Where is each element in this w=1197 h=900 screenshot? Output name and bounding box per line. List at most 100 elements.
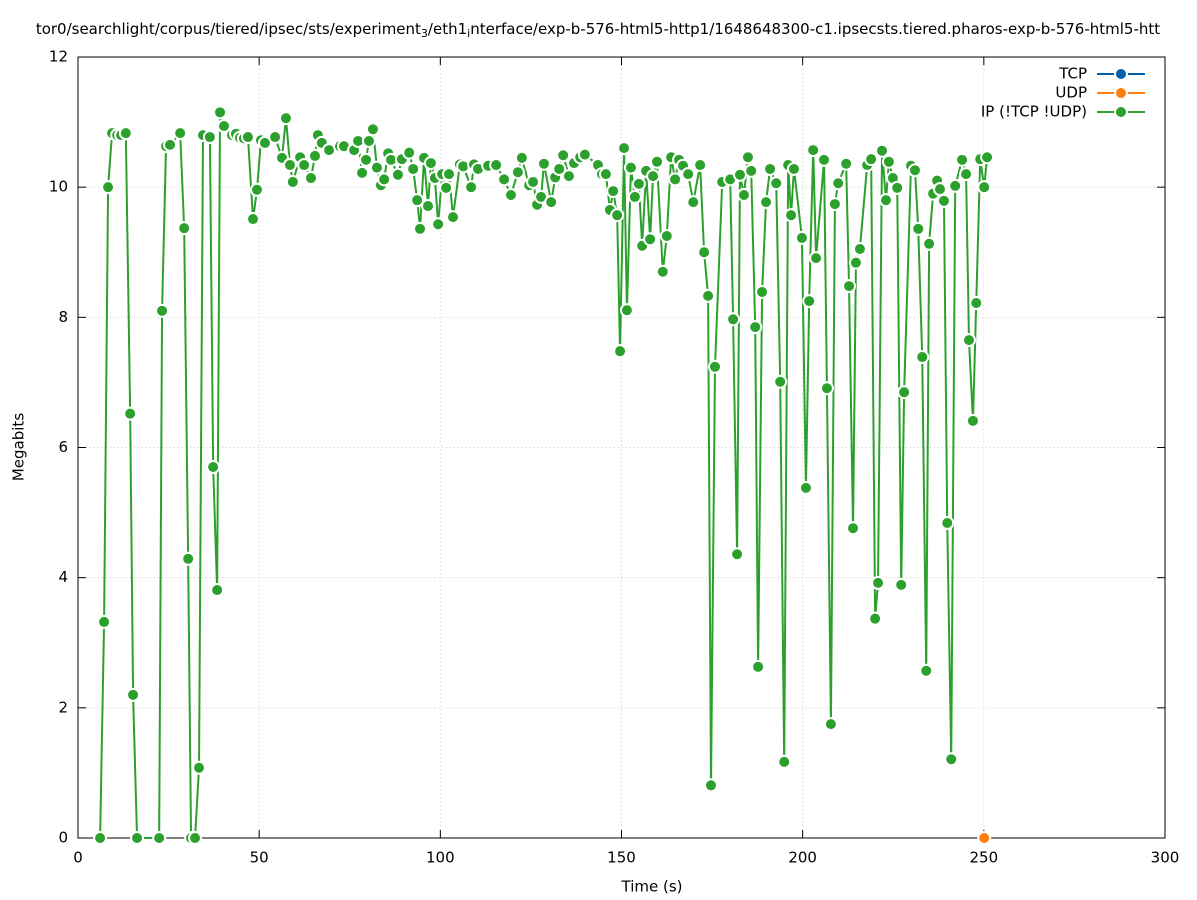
point xyxy=(544,195,559,210)
point xyxy=(413,221,428,236)
point xyxy=(307,148,322,163)
point xyxy=(552,161,567,176)
point xyxy=(936,193,951,208)
point xyxy=(155,303,170,318)
point xyxy=(755,284,770,299)
point xyxy=(965,413,980,428)
point xyxy=(623,160,638,175)
point xyxy=(726,312,741,327)
point xyxy=(922,236,937,251)
point xyxy=(980,150,995,165)
point xyxy=(617,141,632,156)
point xyxy=(101,180,116,195)
point xyxy=(871,575,886,590)
point xyxy=(369,160,384,175)
point xyxy=(377,172,392,187)
point xyxy=(827,197,842,212)
point xyxy=(598,167,613,182)
point xyxy=(794,230,809,245)
legend-marker xyxy=(1114,67,1128,81)
point xyxy=(802,294,817,309)
point xyxy=(650,154,665,169)
point xyxy=(577,147,592,162)
point xyxy=(769,176,784,191)
x-tick-label: 100 xyxy=(426,849,455,867)
point xyxy=(93,831,108,845)
point xyxy=(355,165,370,180)
x-tick-label: 250 xyxy=(970,849,999,867)
point xyxy=(817,152,832,167)
point xyxy=(732,167,747,182)
y-tick-label: 6 xyxy=(58,438,68,456)
point xyxy=(846,521,861,536)
y-axis-label: Megabits xyxy=(10,413,28,481)
legend-label: IP (!TCP !UDP) xyxy=(981,103,1087,121)
legend-label: TCP xyxy=(1058,65,1087,83)
point xyxy=(619,303,634,318)
point xyxy=(464,180,479,195)
point xyxy=(919,663,934,678)
point xyxy=(890,180,905,195)
point xyxy=(282,158,297,173)
point xyxy=(831,176,846,191)
title-segment: /eth1 xyxy=(428,20,467,38)
point xyxy=(126,687,141,702)
point xyxy=(907,163,922,178)
point xyxy=(213,105,228,120)
point xyxy=(655,264,670,279)
point xyxy=(643,232,658,247)
point xyxy=(303,171,318,186)
point xyxy=(868,611,883,626)
point xyxy=(839,156,854,171)
point xyxy=(268,130,283,145)
point xyxy=(410,193,425,208)
point xyxy=(365,122,380,137)
point xyxy=(446,210,461,225)
point xyxy=(751,659,766,674)
point xyxy=(759,195,774,210)
plot-frame xyxy=(77,56,1166,839)
point xyxy=(897,385,912,400)
point xyxy=(668,172,683,187)
title-subscript: 3 xyxy=(421,27,428,40)
point xyxy=(489,158,504,173)
point xyxy=(701,288,716,303)
point xyxy=(786,161,801,176)
y-tick-label: 2 xyxy=(58,698,68,716)
point xyxy=(911,221,926,236)
point xyxy=(697,245,712,260)
point xyxy=(977,180,992,195)
point xyxy=(497,172,512,187)
point xyxy=(359,152,374,167)
legend-marker xyxy=(1114,86,1128,100)
x-tick-label: 200 xyxy=(788,849,817,867)
point xyxy=(809,251,824,266)
legend-label: UDP xyxy=(1055,84,1087,102)
chart-title: tor0/searchlight/corpus/tiered/ipsec/sts… xyxy=(36,20,1160,41)
point xyxy=(503,187,518,202)
point xyxy=(823,717,838,732)
title-segment: tor0/searchlight/corpus/tiered/ipsec/sts… xyxy=(36,20,421,38)
point xyxy=(977,831,992,845)
point xyxy=(744,163,759,178)
point xyxy=(955,152,970,167)
point xyxy=(118,126,133,141)
point xyxy=(864,152,879,167)
x-tick-label: 50 xyxy=(250,849,269,867)
point xyxy=(514,150,529,165)
point xyxy=(730,547,745,562)
point xyxy=(556,148,571,163)
point xyxy=(777,754,792,769)
point xyxy=(188,831,203,845)
point xyxy=(202,130,217,145)
legend-marker xyxy=(1114,105,1128,119)
point xyxy=(97,614,112,629)
point xyxy=(163,137,178,152)
point xyxy=(173,126,188,141)
point xyxy=(206,460,221,475)
point xyxy=(819,381,834,396)
point xyxy=(798,480,813,495)
point xyxy=(681,167,696,182)
point xyxy=(610,208,625,223)
point xyxy=(192,760,207,775)
